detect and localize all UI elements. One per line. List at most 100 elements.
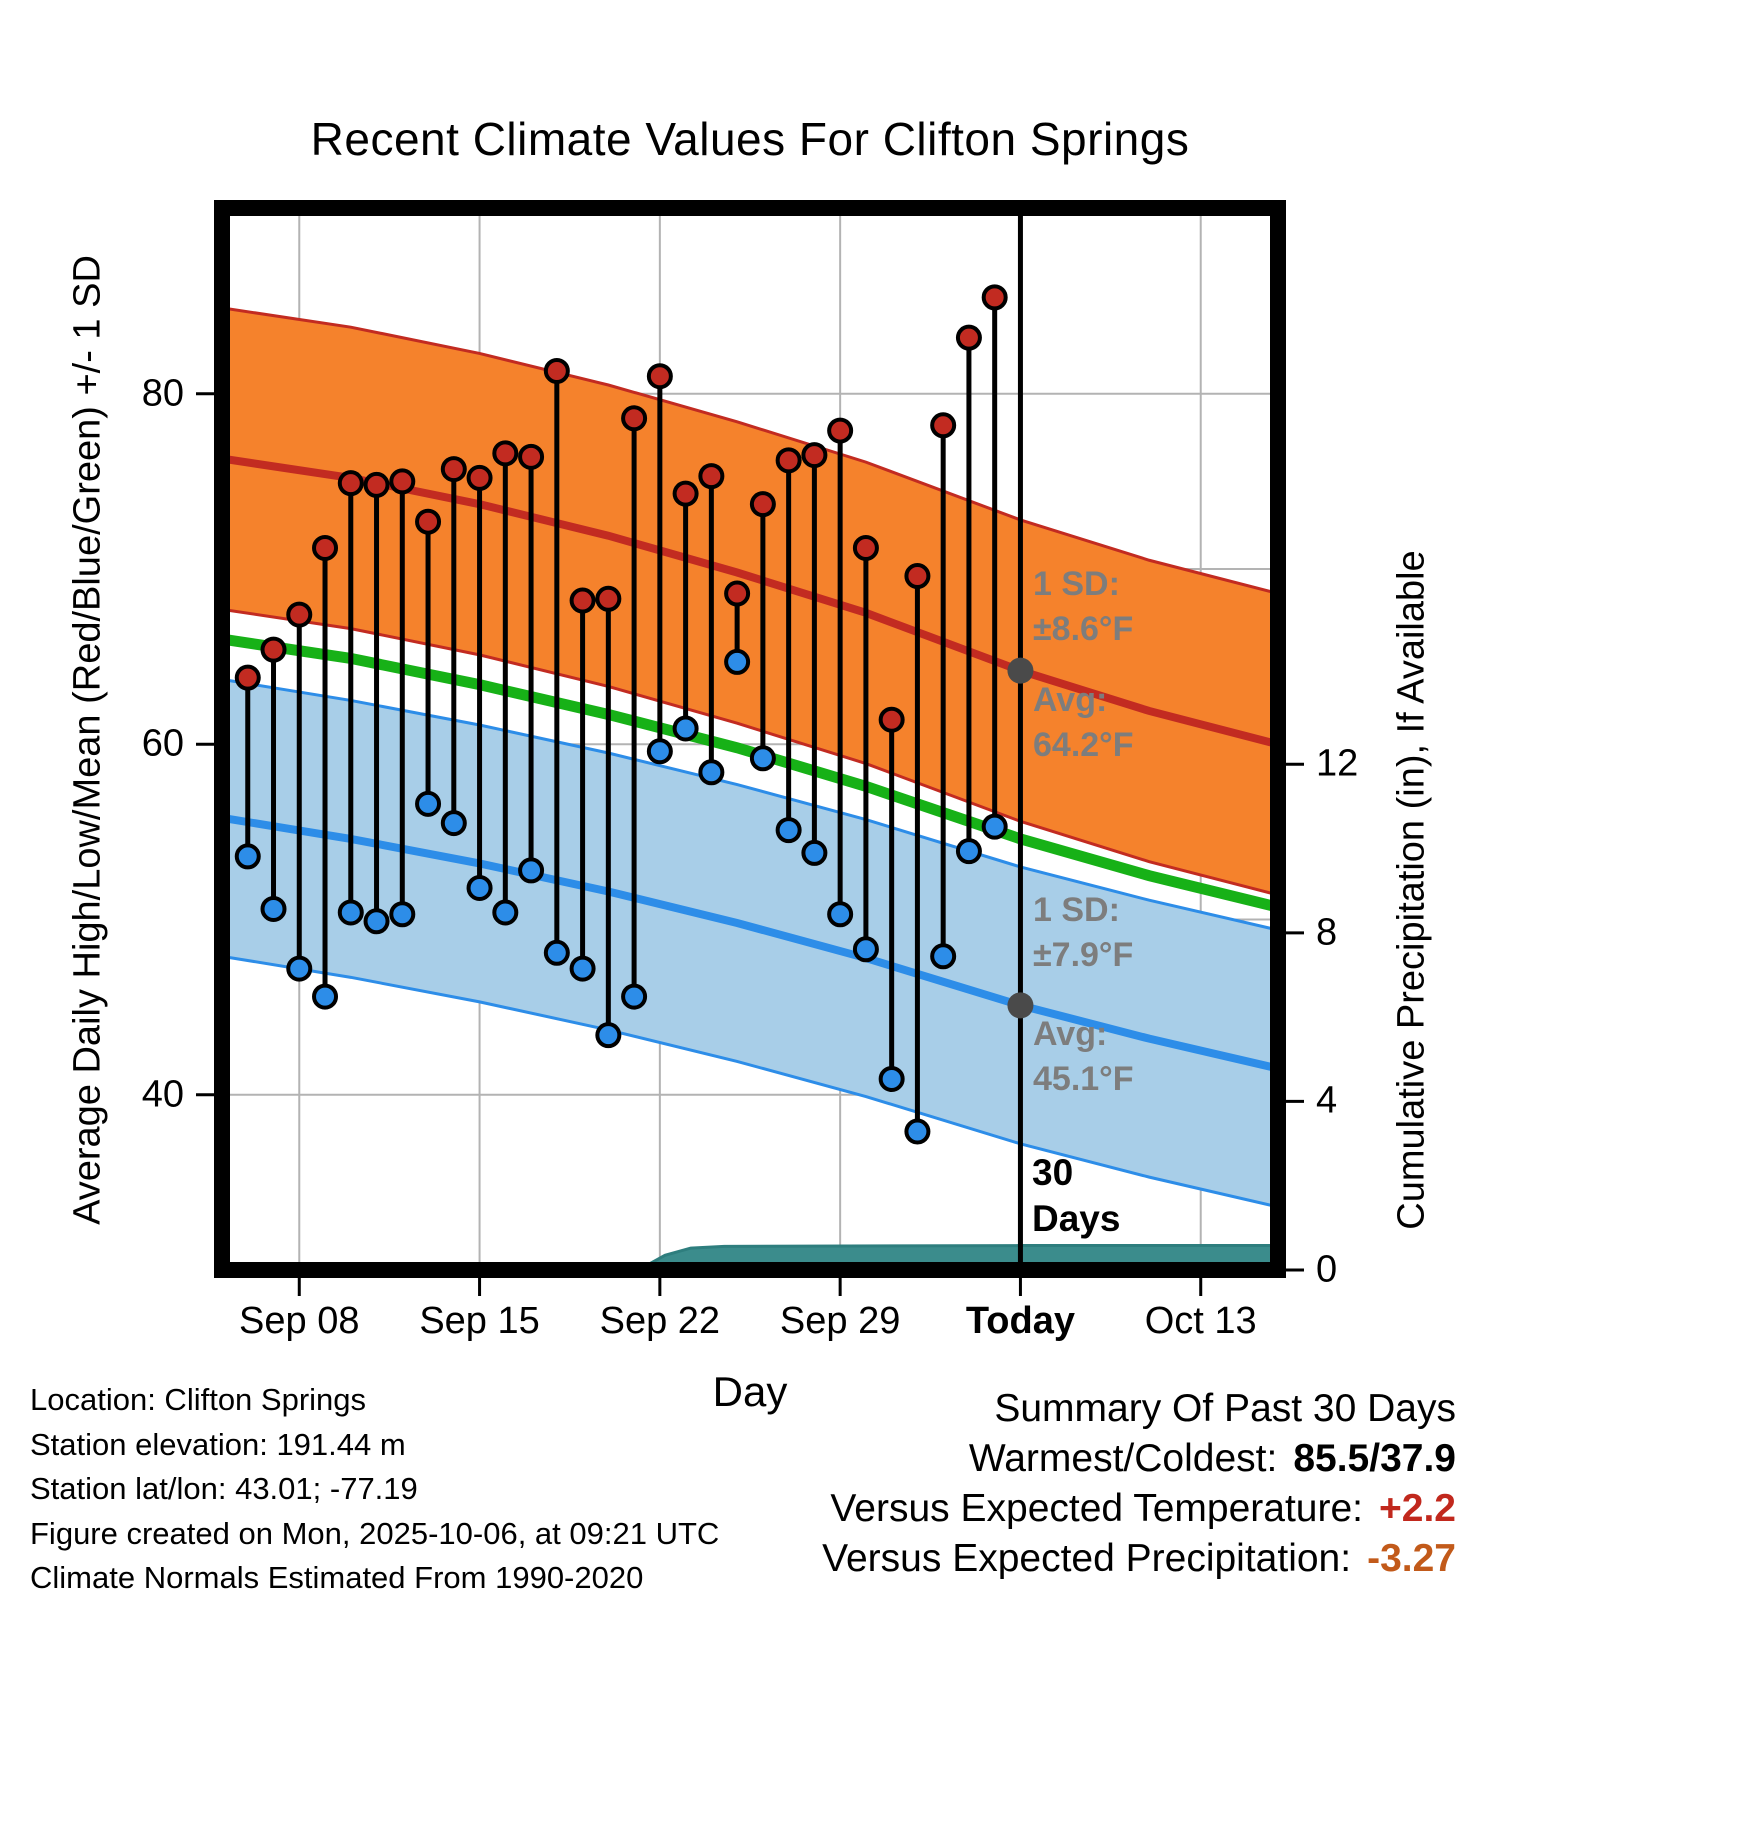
- footer-latlon: Station lat/lon: 43.01; -77.19: [30, 1471, 418, 1506]
- daily-high-dot: [363, 471, 390, 498]
- daily-low-dot: [569, 955, 596, 982]
- daily-low-dot: [286, 955, 313, 982]
- daily-low-dot: [646, 738, 673, 765]
- daily-high-dot: [260, 636, 287, 663]
- daily-low-dot: [621, 983, 648, 1010]
- x-tick-label: Sep 15: [419, 1300, 540, 1342]
- y-left-tick-label: 80: [141, 372, 184, 415]
- thirty-days-marker: 30 Days: [1032, 1152, 1121, 1239]
- summary-value: -3.27: [1367, 1537, 1456, 1580]
- daily-high-dot: [389, 468, 416, 495]
- daily-high-dot: [492, 440, 519, 467]
- x-tick-label: Sep 08: [239, 1300, 360, 1342]
- daily-high-dot: [440, 456, 467, 483]
- y-left-tick-label: 40: [141, 1073, 184, 1116]
- chart-title: Recent Climate Values For Clifton Spring…: [310, 113, 1190, 165]
- daily-high-dot: [595, 585, 622, 612]
- y-left-tick-label: 60: [141, 722, 184, 765]
- y-axis-right-label: Cumulative Precipitation (in), If Availa…: [1390, 550, 1433, 1230]
- x-tick-label: Sep 22: [599, 1300, 721, 1342]
- y-right-tick-label: 4: [1316, 1079, 1338, 1122]
- daily-high-dot: [646, 363, 673, 390]
- y-right-tick-label: 0: [1316, 1248, 1338, 1291]
- daily-high-dot: [569, 587, 596, 614]
- daily-low-dot: [930, 943, 957, 970]
- daily-low-dot: [904, 1118, 931, 1145]
- daily-low-dot: [234, 843, 261, 870]
- daily-high-dot: [878, 706, 905, 733]
- low-sd-annotation: 1 SD: ±7.9°F: [1033, 891, 1134, 974]
- daily-low-dot: [492, 899, 519, 926]
- daily-low-dot: [852, 936, 879, 963]
- daily-low-dot: [337, 899, 364, 926]
- summary-value: +2.2: [1379, 1487, 1456, 1530]
- summary-label: Versus Expected Precipitation:: [822, 1537, 1352, 1580]
- daily-low-dot: [543, 939, 570, 966]
- daily-low-dot: [415, 790, 442, 817]
- daily-high-dot: [698, 463, 725, 490]
- y-right-tick-label: 12: [1316, 742, 1359, 785]
- daily-low-dot: [698, 759, 725, 786]
- footer-created: Figure created on Mon, 2025-10-06, at 09…: [30, 1515, 720, 1551]
- avg-marker-dot: [1007, 992, 1034, 1019]
- daily-low-dot: [981, 813, 1008, 840]
- daily-high-dot: [286, 601, 313, 628]
- daily-high-dot: [955, 324, 982, 351]
- low-normal-line: [222, 813, 1278, 1073]
- daily-low-dot: [466, 874, 493, 901]
- y-right-tick-label: 8: [1316, 911, 1338, 954]
- daily-low-dot: [775, 817, 802, 844]
- summary-title: Summary Of Past 30 Days: [994, 1387, 1456, 1430]
- daily-low-dot: [672, 715, 699, 742]
- footer-metadata: Location: Clifton Springs Station elevat…: [30, 1378, 719, 1601]
- daily-high-dot: [621, 405, 648, 432]
- high-sd-annotation: 1 SD: ±8.6°F: [1033, 565, 1134, 648]
- daily-high-dot: [466, 464, 493, 491]
- daily-low-dot: [518, 857, 545, 884]
- summary-value: 85.5/37.9: [1293, 1437, 1456, 1480]
- footer-normals: Climate Normals Estimated From 1990-2020: [30, 1560, 644, 1595]
- daily-low-dot: [440, 810, 467, 837]
- daily-high-dot: [827, 417, 854, 444]
- daily-high-dot: [543, 357, 570, 384]
- high-avg-annotation: Avg: 64.2°F: [1033, 681, 1134, 764]
- axis-ticks: [196, 392, 1304, 1296]
- x-tick-label: Oct 13: [1144, 1300, 1257, 1342]
- daily-low-dot: [878, 1065, 905, 1092]
- daily-low-dot: [801, 839, 828, 866]
- daily-high-dot: [415, 508, 442, 535]
- daily-high-dot: [904, 563, 931, 590]
- plot-frame: [214, 200, 1286, 1278]
- daily-high-dot: [724, 580, 751, 607]
- daily-high-dot: [672, 480, 699, 507]
- daily-high-dot: [234, 664, 261, 691]
- daily-low-dot: [260, 895, 287, 922]
- daily-high-dot: [852, 534, 879, 561]
- daily-high-dot: [775, 447, 802, 474]
- summary-label: Versus Expected Temperature:: [830, 1487, 1363, 1530]
- x-tick-label: Sep 29: [779, 1300, 901, 1342]
- daily-low-dot: [389, 901, 416, 928]
- x-tick-label: Today: [965, 1300, 1075, 1342]
- footer-location: Location: Clifton Springs: [30, 1382, 367, 1417]
- daily-low-dot: [595, 1022, 622, 1049]
- daily-high-low-series: [234, 284, 1008, 1145]
- footer-elevation: Station elevation: 191.44 m: [30, 1426, 406, 1462]
- daily-low-dot: [363, 908, 390, 935]
- y-axis-left-label: Average Daily High/Low/Mean (Red/Blue/Gr…: [66, 255, 109, 1225]
- daily-high-dot: [749, 491, 776, 518]
- x-axis-label: Day: [712, 1368, 788, 1415]
- daily-low-dot: [749, 745, 776, 772]
- avg-marker-dot: [1007, 657, 1034, 684]
- daily-low-dot: [312, 983, 339, 1010]
- summary-panel: Summary Of Past 30 Days Warmest/Coldest:…: [822, 1384, 1456, 1584]
- daily-high-dot: [981, 284, 1008, 311]
- summary-row-vs-precipitation: Versus Expected Precipitation: -3.27: [822, 1534, 1456, 1584]
- summary-label: Warmest/Coldest:: [968, 1437, 1278, 1480]
- summary-row-vs-temperature: Versus Expected Temperature: +2.2: [822, 1484, 1456, 1534]
- daily-high-dot: [518, 443, 545, 470]
- daily-high-dot: [801, 442, 828, 469]
- daily-high-dot: [930, 412, 957, 439]
